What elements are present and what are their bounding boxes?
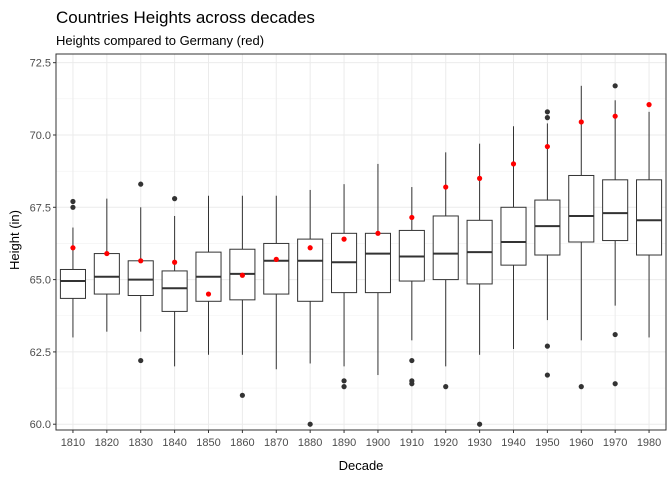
outlier-point: [612, 83, 618, 89]
plot-area: 60.0 62.5 65.0 67.5 70.0 72.5 1810 1820 1830 1840…: [30, 53, 667, 449]
outlier-point: [341, 378, 347, 384]
highlight-point: [510, 161, 517, 167]
y-axis-title: Height (in): [7, 210, 22, 270]
outlier-point: [544, 115, 550, 121]
x-tick-label: 1950: [535, 437, 559, 449]
outlier-point: [544, 372, 550, 378]
highlight-point: [477, 175, 483, 181]
chart-title: Countries Heights across decades: [56, 8, 315, 27]
box: [364, 232, 391, 294]
outlier-point: [138, 357, 144, 364]
outlier-point: [409, 378, 415, 384]
box: [602, 179, 629, 242]
outlier-point: [612, 381, 618, 387]
box: [59, 268, 86, 299]
highlight-point: [578, 119, 584, 125]
outlier-point: [409, 357, 415, 364]
highlight-point: [239, 272, 245, 278]
outlier-point: [239, 392, 245, 398]
x-tick-label: 1830: [128, 437, 152, 449]
highlight-point: [138, 258, 144, 264]
highlight-point: [375, 230, 381, 236]
x-tick-label: 1840: [162, 437, 186, 449]
outlier-point: [307, 421, 313, 427]
outlier-point: [544, 109, 550, 115]
outlier-point: [341, 384, 347, 390]
box: [161, 270, 188, 312]
outlier-point: [544, 343, 550, 349]
box: [263, 242, 290, 295]
panel-border: [55, 53, 667, 431]
x-tick-label: 1970: [603, 437, 627, 449]
highlight-point: [646, 102, 652, 108]
outlier-point: [578, 384, 584, 390]
x-tick-label: 1900: [366, 437, 390, 449]
x-tick-label: 1860: [230, 437, 254, 449]
x-tick-label: 1930: [467, 437, 491, 449]
highlight-point: [544, 143, 550, 150]
x-axis-title: Decade: [339, 458, 384, 473]
highlight-point: [172, 259, 178, 265]
x-tick-label: 1820: [95, 437, 119, 449]
x-tick-label: 1890: [332, 437, 356, 449]
x-tick-label: 1910: [400, 437, 424, 449]
x-tick-label: 1850: [196, 437, 220, 449]
outlier-point: [477, 421, 483, 427]
outlier-point: [612, 331, 618, 338]
highlight-point: [612, 113, 618, 119]
highlight-point: [205, 291, 212, 297]
highlight-point: [273, 256, 279, 262]
x-tick-label: 1940: [501, 437, 525, 449]
x-tick-label: 1880: [298, 437, 322, 449]
box: [534, 199, 561, 256]
box: [636, 179, 663, 256]
y-tick-label: 60.0: [30, 419, 51, 431]
box: [127, 260, 154, 297]
x-tick-label: 1920: [433, 437, 457, 449]
outlier-point: [443, 384, 449, 390]
highlight-point: [409, 214, 415, 221]
highlight-point: [341, 236, 347, 242]
highlight-point: [104, 250, 110, 257]
x-tick-label: 1870: [264, 437, 288, 449]
y-tick-label: 70.0: [30, 130, 51, 142]
outlier-point: [172, 196, 178, 202]
highlight-point: [307, 245, 313, 251]
y-tick-label: 65.0: [30, 275, 51, 287]
chart-subtitle: Heights compared to Germany (red): [56, 33, 264, 48]
x-tick-label: 1960: [569, 437, 593, 449]
outlier-point: [138, 181, 144, 187]
outlier-point: [70, 204, 76, 210]
y-tick-label: 67.5: [30, 202, 51, 214]
highlight-point: [443, 184, 449, 190]
x-tick-label: 1810: [61, 437, 85, 449]
box: [568, 174, 595, 243]
x-tick-label: 1980: [637, 437, 661, 449]
box: [500, 206, 527, 266]
box: [93, 253, 120, 295]
y-tick-label: 62.5: [30, 347, 51, 359]
highlight-point: [70, 245, 76, 251]
outlier-point: [70, 198, 76, 205]
box: [432, 215, 459, 281]
y-tick-label: 72.5: [30, 58, 51, 70]
